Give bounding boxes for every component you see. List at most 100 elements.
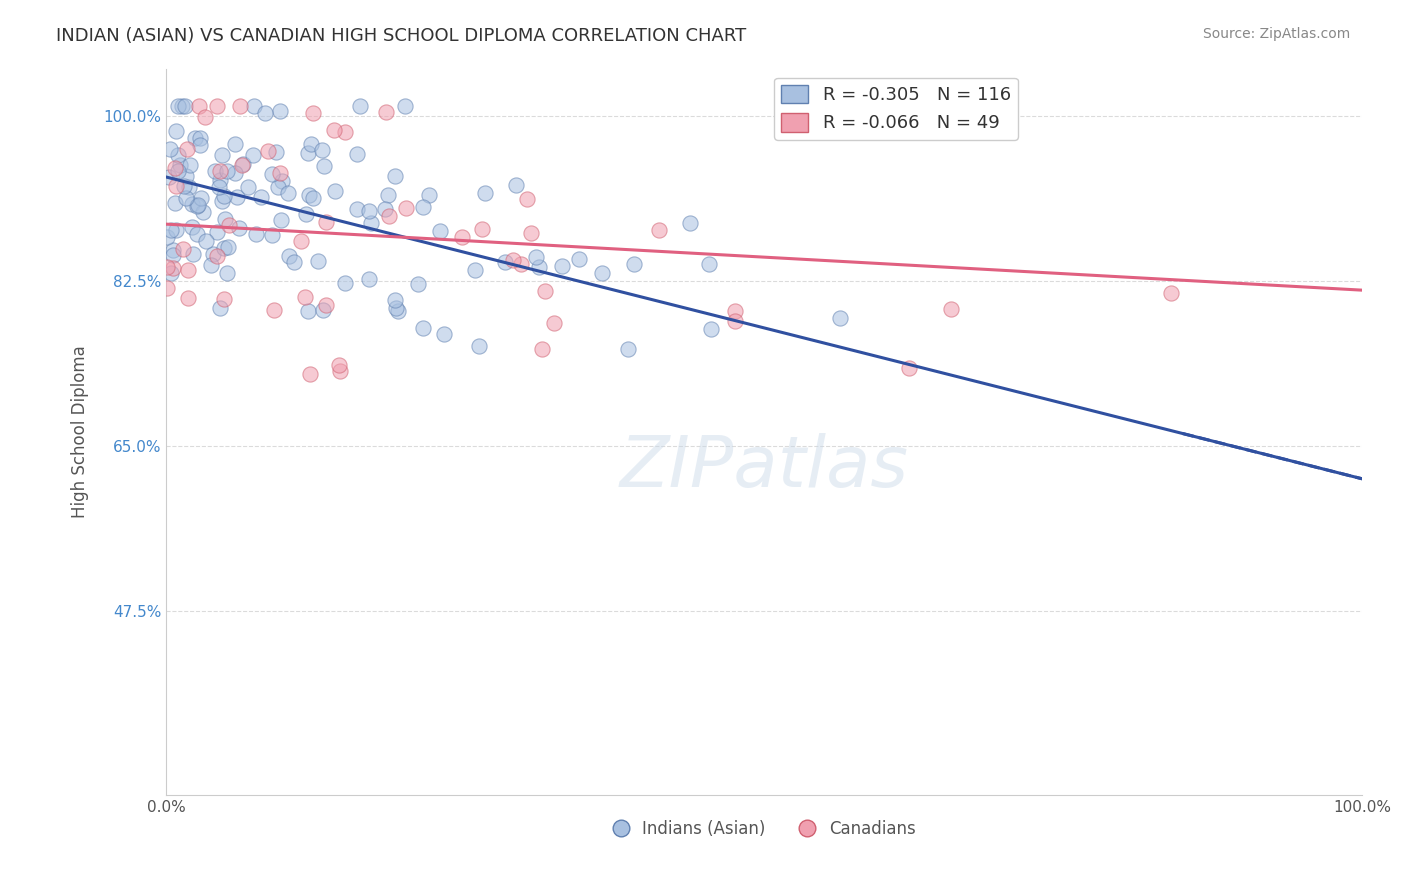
Point [315,298,337,312]
Point [188,99,211,113]
Point [236,180,259,194]
Point [464,263,486,277]
Point [208,164,231,178]
Point [412,200,434,214]
Point [429,224,451,238]
Point [524,250,547,264]
Point [378,209,401,223]
Point [290,234,312,248]
Point [208,301,231,315]
Point [591,266,613,280]
Point [218,219,240,233]
Point [375,105,398,120]
Point [262,227,284,242]
Point [568,252,591,267]
Point [172,242,194,256]
Point [294,207,316,221]
Point [349,99,371,113]
Point [551,259,574,273]
Point [359,204,381,219]
Point [467,338,489,352]
Point [724,313,747,327]
Point [335,276,357,290]
Point [297,304,319,318]
Point [323,123,346,137]
Point [226,189,249,203]
Point [165,124,187,138]
Point [169,158,191,172]
Point [302,191,325,205]
Point [200,258,222,272]
Point [412,320,434,334]
Point [505,178,527,193]
Point [211,148,233,162]
Point [494,254,516,268]
Point [217,266,239,280]
Point [335,125,357,139]
Point [516,192,538,206]
Point [323,184,346,198]
Point [329,364,352,378]
Point [418,188,440,202]
Point [231,158,253,172]
Point [699,322,721,336]
Point [941,302,963,317]
Point [828,310,851,325]
Point [208,179,231,194]
Point [217,164,239,178]
Point [186,227,208,241]
Point [502,252,524,267]
Point [170,99,193,113]
Point [298,187,321,202]
Point [897,361,920,376]
Point [312,302,335,317]
Point [191,205,214,219]
Point [278,249,301,263]
Point [617,343,640,357]
Point [267,179,290,194]
Point [315,214,337,228]
Point [207,249,229,263]
Point [433,326,456,341]
Point [384,169,406,183]
Point [229,99,252,113]
Point [156,281,179,295]
Point [174,169,197,183]
Point [194,110,217,124]
Point [357,271,380,285]
Point [242,148,264,162]
Point [679,216,702,230]
Point [269,166,291,180]
Point [204,164,226,178]
Point [328,358,350,372]
Point [384,293,406,308]
Point [623,257,645,271]
Point [1160,286,1182,301]
Point [249,190,271,204]
Point [165,178,187,193]
Point [157,170,180,185]
Point [159,142,181,156]
Point [201,247,224,261]
Point [190,138,212,153]
Point [181,196,204,211]
Point [377,187,399,202]
Point [395,201,418,215]
Point [162,244,184,258]
Point [387,304,409,318]
Point [165,161,187,175]
Point [530,343,553,357]
Point [231,157,253,171]
Point [519,226,541,240]
Legend: Indians (Asian), Canadians: Indians (Asian), Canadians [606,814,922,845]
Point [307,254,329,268]
Point [270,174,292,188]
Point [294,290,316,304]
Point [165,222,187,236]
Point [648,222,671,236]
Point [474,186,496,200]
Point [156,230,179,244]
Point [299,367,322,381]
Point [257,144,280,158]
Point [186,199,208,213]
